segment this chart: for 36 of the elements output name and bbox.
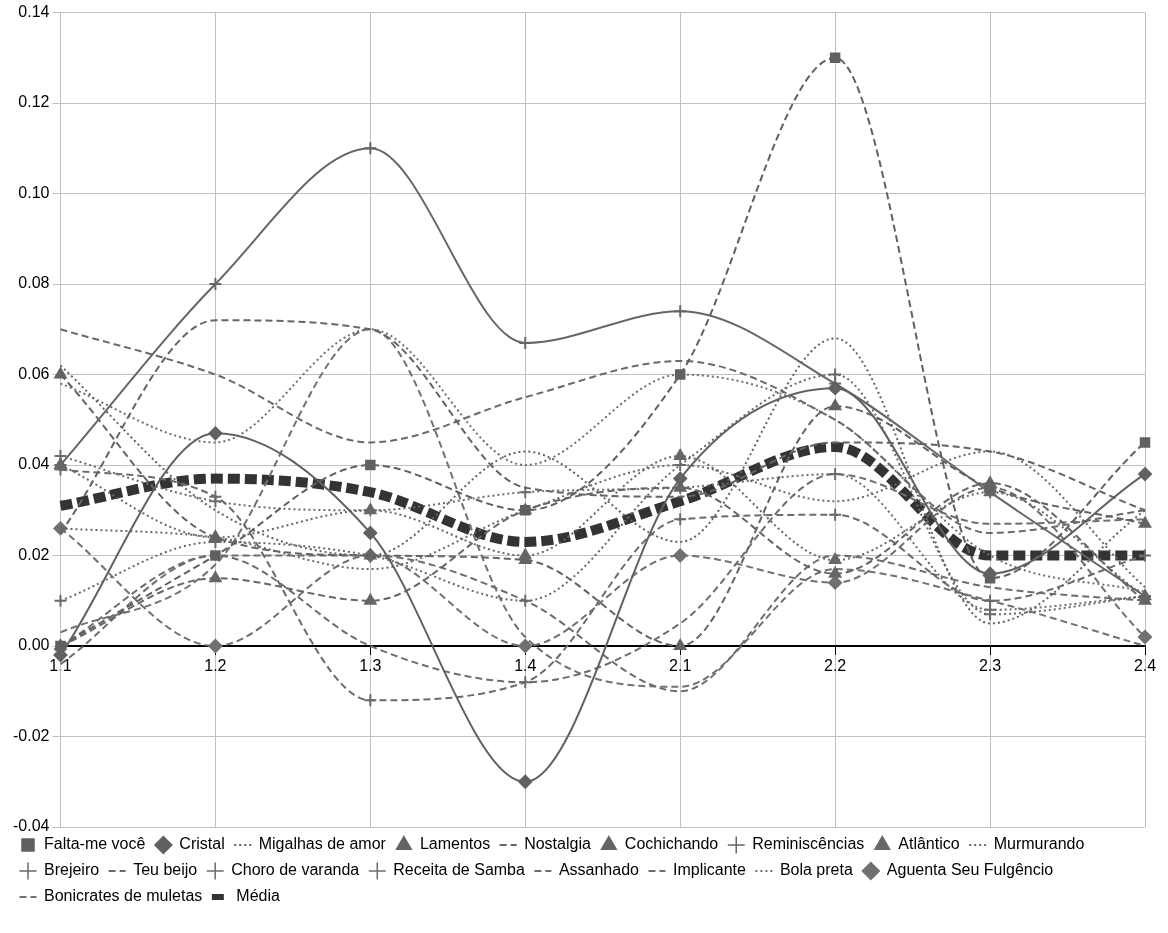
y-tick-label: 0.00 bbox=[18, 636, 50, 654]
legend-label: Choro de varanda bbox=[231, 861, 360, 879]
x-tick-label: 2.3 bbox=[978, 657, 1002, 675]
y-tick-label: 0.14 bbox=[18, 3, 50, 21]
legend-label: Reminiscências bbox=[752, 835, 865, 853]
legend-label: Média bbox=[236, 887, 280, 905]
legend-label: Receita de Samba bbox=[393, 861, 525, 879]
y-tick-label: 0.04 bbox=[18, 455, 50, 473]
legend-label: Lamentos bbox=[419, 835, 491, 853]
legend-label: Teu beijo bbox=[133, 861, 198, 879]
x-tick-label: 1.4 bbox=[514, 657, 537, 675]
y-tick-label: -0.04 bbox=[13, 817, 50, 835]
legend-label: Nostalgia bbox=[524, 835, 591, 853]
y-tick-label: 0.12 bbox=[18, 93, 50, 111]
x-tick-label: 1.3 bbox=[359, 657, 382, 675]
y-tick-label: 0.06 bbox=[18, 364, 50, 382]
y-tick-label: 0.10 bbox=[18, 183, 50, 201]
y-tick-label: -0.02 bbox=[13, 726, 50, 744]
legend-label: Implicante bbox=[672, 861, 746, 879]
legend-label: Migalhas de amor bbox=[258, 835, 387, 853]
legend-label: Cristal bbox=[179, 835, 225, 853]
x-tick-label: 2.2 bbox=[824, 657, 847, 675]
y-tick-label: 0.08 bbox=[18, 274, 50, 292]
x-tick-label: 2.4 bbox=[1133, 657, 1157, 675]
legend-label: Bonicrates de muletas bbox=[44, 887, 203, 905]
y-tick-label: 0.02 bbox=[18, 545, 50, 563]
legend-label: Falta-me você bbox=[44, 835, 146, 853]
legend-label: Atlântico bbox=[898, 835, 960, 853]
x-tick-label: 2.1 bbox=[669, 657, 692, 675]
x-tick-label: 1.2 bbox=[204, 657, 227, 675]
legend-label: Bola preta bbox=[779, 861, 853, 879]
legend-label: Brejeiro bbox=[44, 861, 100, 879]
legend-label: Murmurando bbox=[993, 835, 1085, 853]
legend-label: Aguenta Seu Fulgêncio bbox=[886, 861, 1054, 879]
legend-label: Assanhado bbox=[558, 861, 640, 879]
legend-label: Cochichando bbox=[624, 835, 719, 853]
